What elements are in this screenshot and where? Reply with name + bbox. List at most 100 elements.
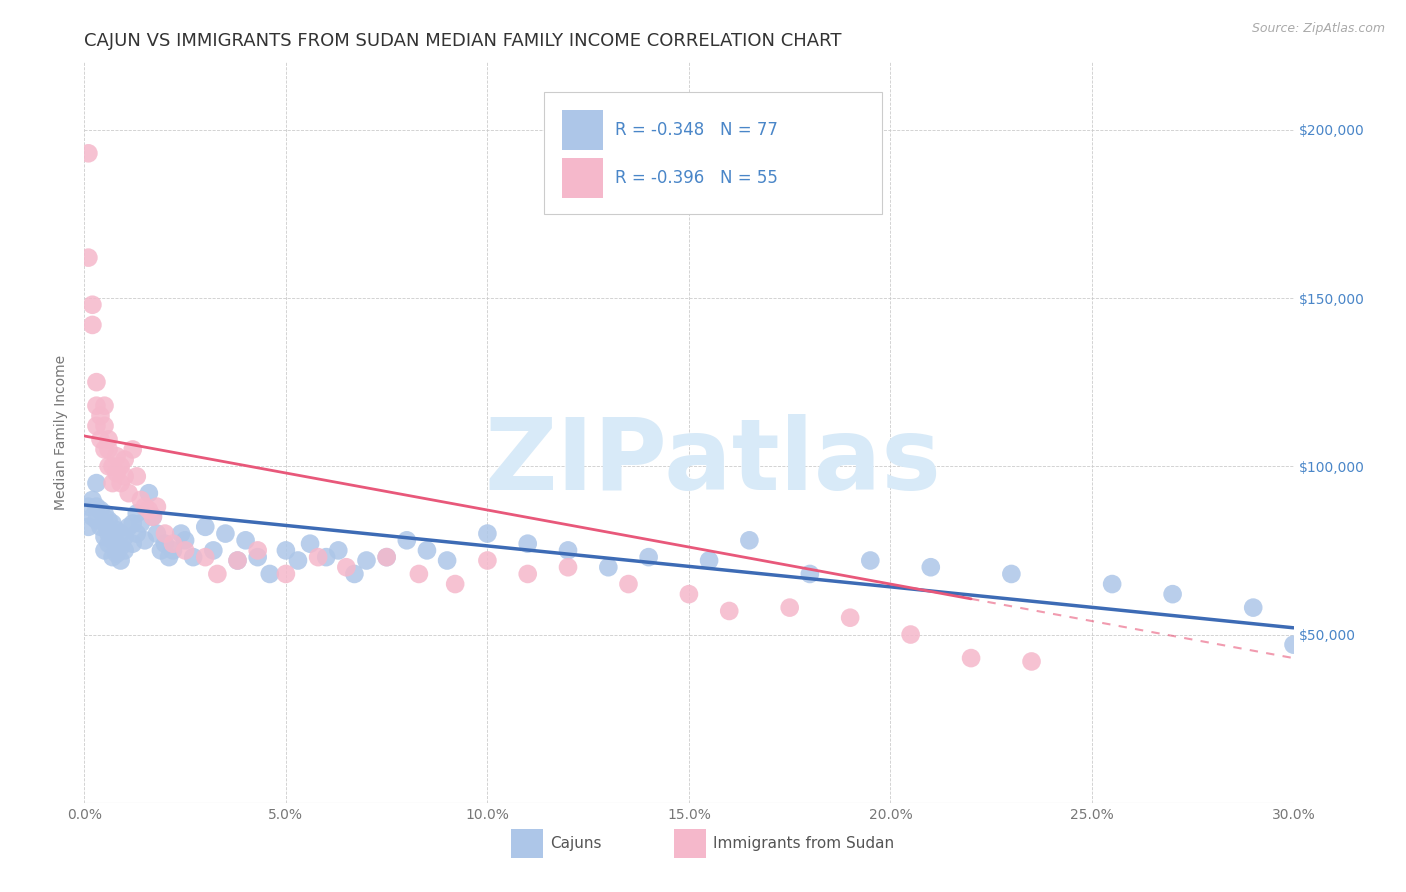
Point: [1021, 655, 1043, 669]
Point: [444, 577, 467, 591]
Point: [86, 476, 108, 491]
Point: [82, 298, 104, 312]
Point: [335, 560, 357, 574]
FancyBboxPatch shape: [544, 92, 883, 214]
Point: [395, 533, 418, 548]
Point: [93, 516, 115, 531]
Point: [97, 526, 120, 541]
Point: [226, 553, 249, 567]
Point: [134, 500, 156, 514]
Point: [77, 500, 100, 514]
Point: [900, 627, 922, 641]
Point: [678, 587, 700, 601]
Point: [121, 442, 143, 457]
Point: [93, 442, 115, 457]
Point: [86, 418, 108, 433]
Point: [274, 566, 297, 581]
Point: [214, 526, 236, 541]
Point: [557, 560, 579, 574]
Point: [1282, 638, 1305, 652]
Point: [93, 507, 115, 521]
Point: [235, 533, 257, 548]
Point: [142, 509, 165, 524]
Point: [77, 520, 100, 534]
Point: [114, 469, 136, 483]
FancyBboxPatch shape: [512, 829, 543, 857]
Text: R = -0.348   N = 77: R = -0.348 N = 77: [616, 121, 778, 139]
Point: [299, 536, 322, 550]
Point: [162, 536, 184, 550]
Point: [226, 553, 249, 567]
Point: [181, 550, 204, 565]
Point: [356, 553, 378, 567]
Point: [93, 543, 115, 558]
Point: [287, 553, 309, 567]
Point: [110, 540, 132, 554]
Point: [274, 543, 297, 558]
Point: [375, 550, 398, 565]
Point: [138, 503, 160, 517]
Point: [121, 536, 143, 550]
Point: [1241, 600, 1264, 615]
Point: [960, 651, 983, 665]
Point: [315, 550, 337, 565]
Text: Immigrants from Sudan: Immigrants from Sudan: [713, 836, 894, 851]
FancyBboxPatch shape: [562, 159, 603, 198]
Point: [637, 550, 659, 565]
Point: [97, 442, 120, 457]
Point: [105, 547, 128, 561]
Point: [328, 543, 350, 558]
FancyBboxPatch shape: [675, 829, 706, 857]
Point: [738, 533, 761, 548]
Point: [1000, 566, 1022, 581]
Point: [89, 409, 111, 423]
Point: [86, 375, 108, 389]
Point: [174, 543, 197, 558]
Point: [93, 399, 115, 413]
Point: [118, 486, 141, 500]
Point: [118, 520, 141, 534]
Point: [246, 543, 269, 558]
Point: [375, 550, 398, 565]
Point: [839, 610, 862, 624]
Point: [101, 533, 124, 548]
Point: [82, 509, 104, 524]
Point: [343, 566, 366, 581]
Point: [97, 459, 120, 474]
Point: [194, 520, 217, 534]
Point: [779, 600, 801, 615]
Point: [93, 418, 115, 433]
Point: [1161, 587, 1184, 601]
Point: [598, 560, 620, 574]
Point: [86, 399, 108, 413]
Point: [408, 566, 430, 581]
Point: [82, 492, 104, 507]
Point: [1101, 577, 1123, 591]
Text: Source: ZipAtlas.com: Source: ZipAtlas.com: [1251, 22, 1385, 36]
Point: [86, 500, 108, 514]
Point: [114, 452, 136, 467]
Point: [110, 553, 132, 567]
Point: [105, 466, 128, 480]
Point: [557, 543, 579, 558]
Point: [101, 459, 124, 474]
Point: [110, 459, 132, 474]
Point: [207, 566, 229, 581]
Point: [920, 560, 942, 574]
Point: [125, 526, 148, 541]
Point: [86, 513, 108, 527]
Point: [477, 526, 499, 541]
Point: [149, 543, 172, 558]
Text: ZIPatlas: ZIPatlas: [485, 414, 942, 511]
Point: [97, 536, 120, 550]
Point: [617, 577, 640, 591]
Point: [246, 550, 269, 565]
Point: [93, 530, 115, 544]
Point: [170, 526, 193, 541]
Point: [202, 543, 225, 558]
Point: [101, 550, 124, 565]
Point: [82, 318, 104, 332]
Point: [697, 553, 720, 567]
Point: [516, 536, 538, 550]
Point: [97, 513, 120, 527]
